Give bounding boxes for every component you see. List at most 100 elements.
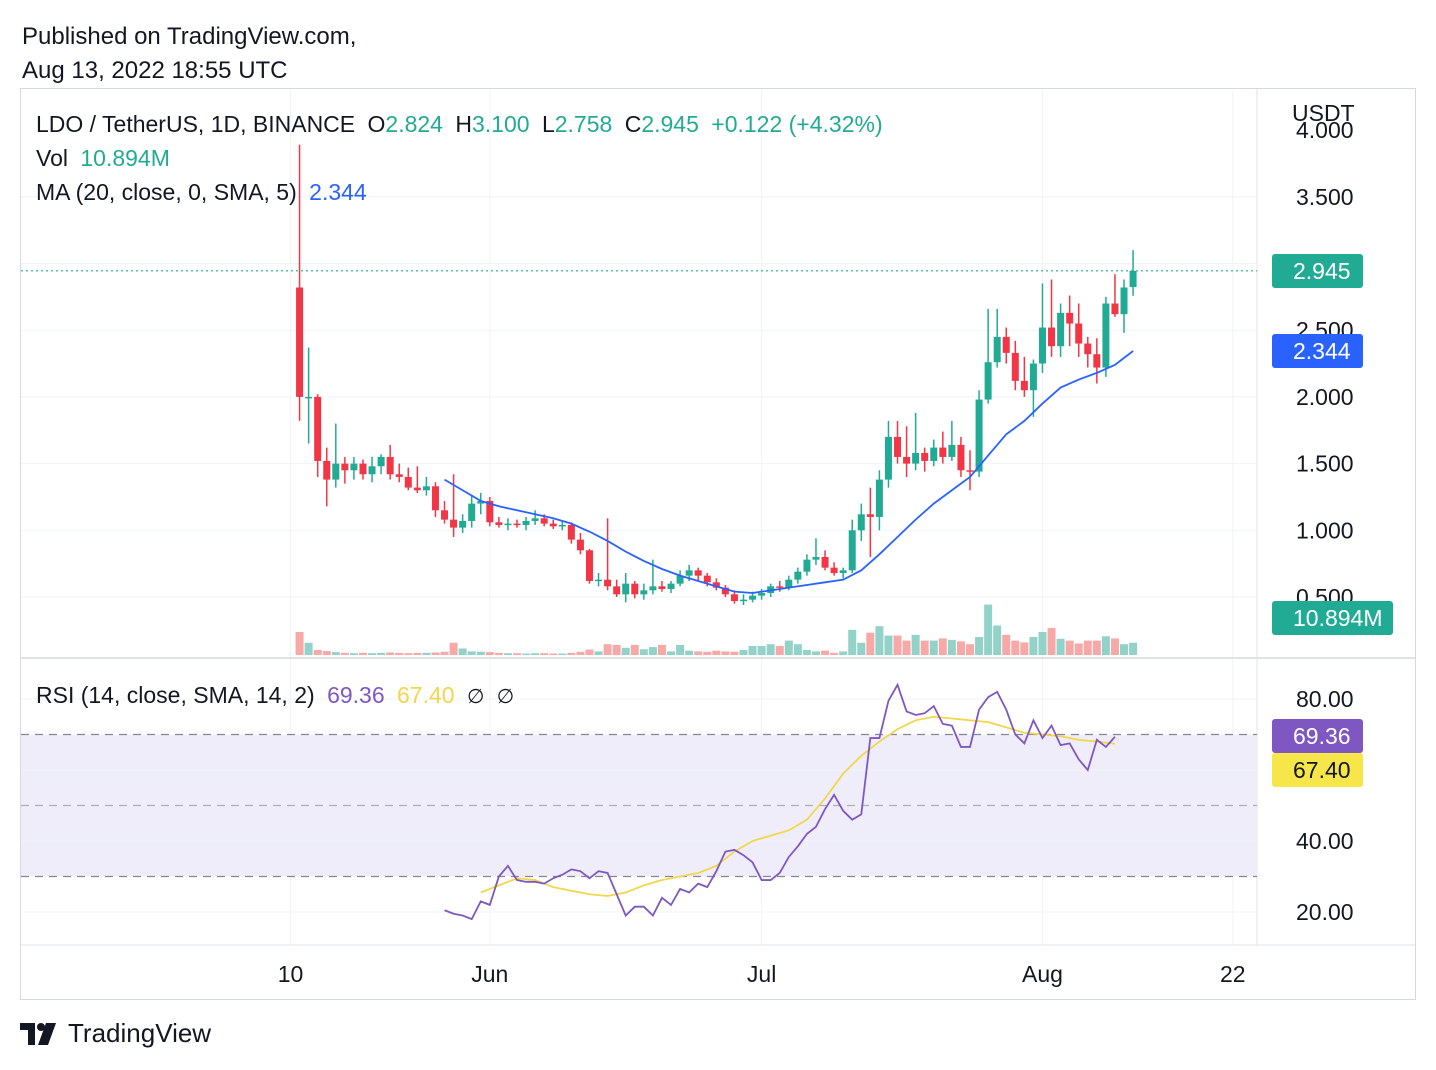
- volume-bar: [304, 642, 313, 655]
- candle-body: [422, 486, 430, 491]
- candle-body: [522, 520, 530, 525]
- volume-bar: [893, 635, 902, 655]
- published-caption: Published on TradingView.com, Aug 13, 20…: [22, 20, 356, 88]
- volume-bar: [993, 625, 1002, 655]
- published-line-1: Published on TradingView.com,: [22, 23, 357, 50]
- candle-body: [957, 444, 965, 471]
- candle-body: [776, 586, 784, 588]
- volume-bar: [703, 651, 712, 655]
- ma-line: [444, 350, 1134, 594]
- candle-body: [431, 486, 439, 511]
- candle-body: [848, 530, 856, 571]
- candle-body: [305, 396, 313, 399]
- volume-bar: [349, 653, 358, 655]
- volume-bar: [712, 650, 721, 655]
- candle-body: [1093, 354, 1101, 368]
- volume-bar: [295, 631, 304, 655]
- candle-body: [404, 476, 412, 488]
- volume-value: 10.894M: [80, 145, 170, 171]
- volume-bar: [576, 651, 585, 655]
- volume-bar: [657, 644, 666, 655]
- time-tick-label: Jun: [471, 961, 508, 987]
- volume-label: Vol: [36, 145, 68, 171]
- candle-body: [540, 518, 548, 524]
- candle-body: [658, 586, 666, 589]
- volume-bar: [630, 644, 639, 655]
- time-tick-label: Aug: [1022, 961, 1063, 987]
- volume-bar: [331, 652, 340, 655]
- candle-body: [486, 500, 494, 523]
- tradingview-brand[interactable]: TradingView: [20, 1018, 211, 1049]
- ma-label: MA (20, close, 0, SMA, 5): [36, 179, 297, 205]
- candle-body: [812, 556, 820, 560]
- volume-bar: [739, 649, 748, 655]
- candle-body: [585, 550, 593, 581]
- candle-body: [857, 514, 865, 531]
- candle-body: [794, 571, 802, 580]
- volume-bar: [639, 649, 648, 655]
- volume-bar: [531, 653, 540, 655]
- volume-bar: [558, 653, 567, 655]
- candle-body: [685, 570, 693, 576]
- candle-body: [468, 503, 476, 521]
- volume-bar: [1011, 640, 1020, 655]
- candle-body: [576, 539, 584, 551]
- candle-body: [359, 463, 367, 475]
- candle-body: [504, 523, 512, 526]
- candle-body: [875, 479, 883, 517]
- close-value: C2.945: [624, 111, 699, 137]
- candle-body: [1120, 287, 1128, 315]
- candle-body: [495, 522, 503, 525]
- volume-bar: [513, 653, 521, 655]
- volume-bar: [440, 651, 449, 655]
- candle-body: [549, 523, 557, 527]
- volume-bar: [648, 647, 657, 655]
- low-value: L2.758: [541, 111, 613, 137]
- volume-bar: [1110, 638, 1119, 655]
- candle-body: [640, 590, 648, 595]
- volume-bar: [821, 650, 830, 655]
- volume-bar: [811, 651, 820, 655]
- candle-body: [803, 559, 811, 572]
- candle-body: [749, 595, 757, 600]
- price-axis-currency: USDT: [1292, 100, 1355, 126]
- rsi-empty-2: ∅: [496, 686, 515, 708]
- last-price-label: 2.945: [1272, 254, 1363, 288]
- volume-bar: [839, 651, 848, 655]
- candle-body: [395, 474, 403, 477]
- candle-body: [984, 362, 992, 400]
- rsi-tick-label: 80.00: [1296, 686, 1354, 712]
- candle-body: [1048, 327, 1056, 347]
- candle-body: [386, 456, 394, 475]
- candle-body: [1075, 323, 1083, 344]
- chart-frame: [20, 88, 1416, 1000]
- volume-bar: [386, 652, 395, 655]
- candle-body: [694, 570, 702, 576]
- price-tick-label: 1.500: [1296, 451, 1354, 477]
- volume-bar: [884, 635, 893, 655]
- rsi-empty-1: ∅: [466, 686, 485, 708]
- symbol-title: LDO / TetherUS, 1D, BINANCE: [36, 111, 356, 137]
- rsi-tick-label: 20.00: [1296, 899, 1354, 925]
- time-tick-label: 10: [278, 961, 304, 987]
- candle-body: [441, 510, 449, 520]
- volume-legend: Vol 10.894M: [36, 143, 176, 173]
- ma-price-label: 2.344: [1272, 334, 1363, 368]
- candle-body: [712, 582, 720, 588]
- candle-body: [567, 524, 575, 540]
- price-tick-label: 2.000: [1296, 384, 1354, 410]
- candle-body: [332, 463, 340, 480]
- candle-body: [703, 575, 711, 583]
- candle-body: [903, 456, 911, 464]
- volume-bar: [866, 632, 875, 655]
- volume-bar: [1056, 638, 1065, 655]
- volume-bar: [1083, 640, 1092, 655]
- volume-bar: [956, 641, 965, 655]
- candle-body: [622, 583, 630, 595]
- ma-value: 2.344: [309, 179, 367, 205]
- candle-body: [513, 523, 521, 526]
- candle-body: [676, 575, 684, 584]
- volume-bar: [984, 604, 993, 655]
- price-tick-label-top: 4.000: [1296, 117, 1354, 143]
